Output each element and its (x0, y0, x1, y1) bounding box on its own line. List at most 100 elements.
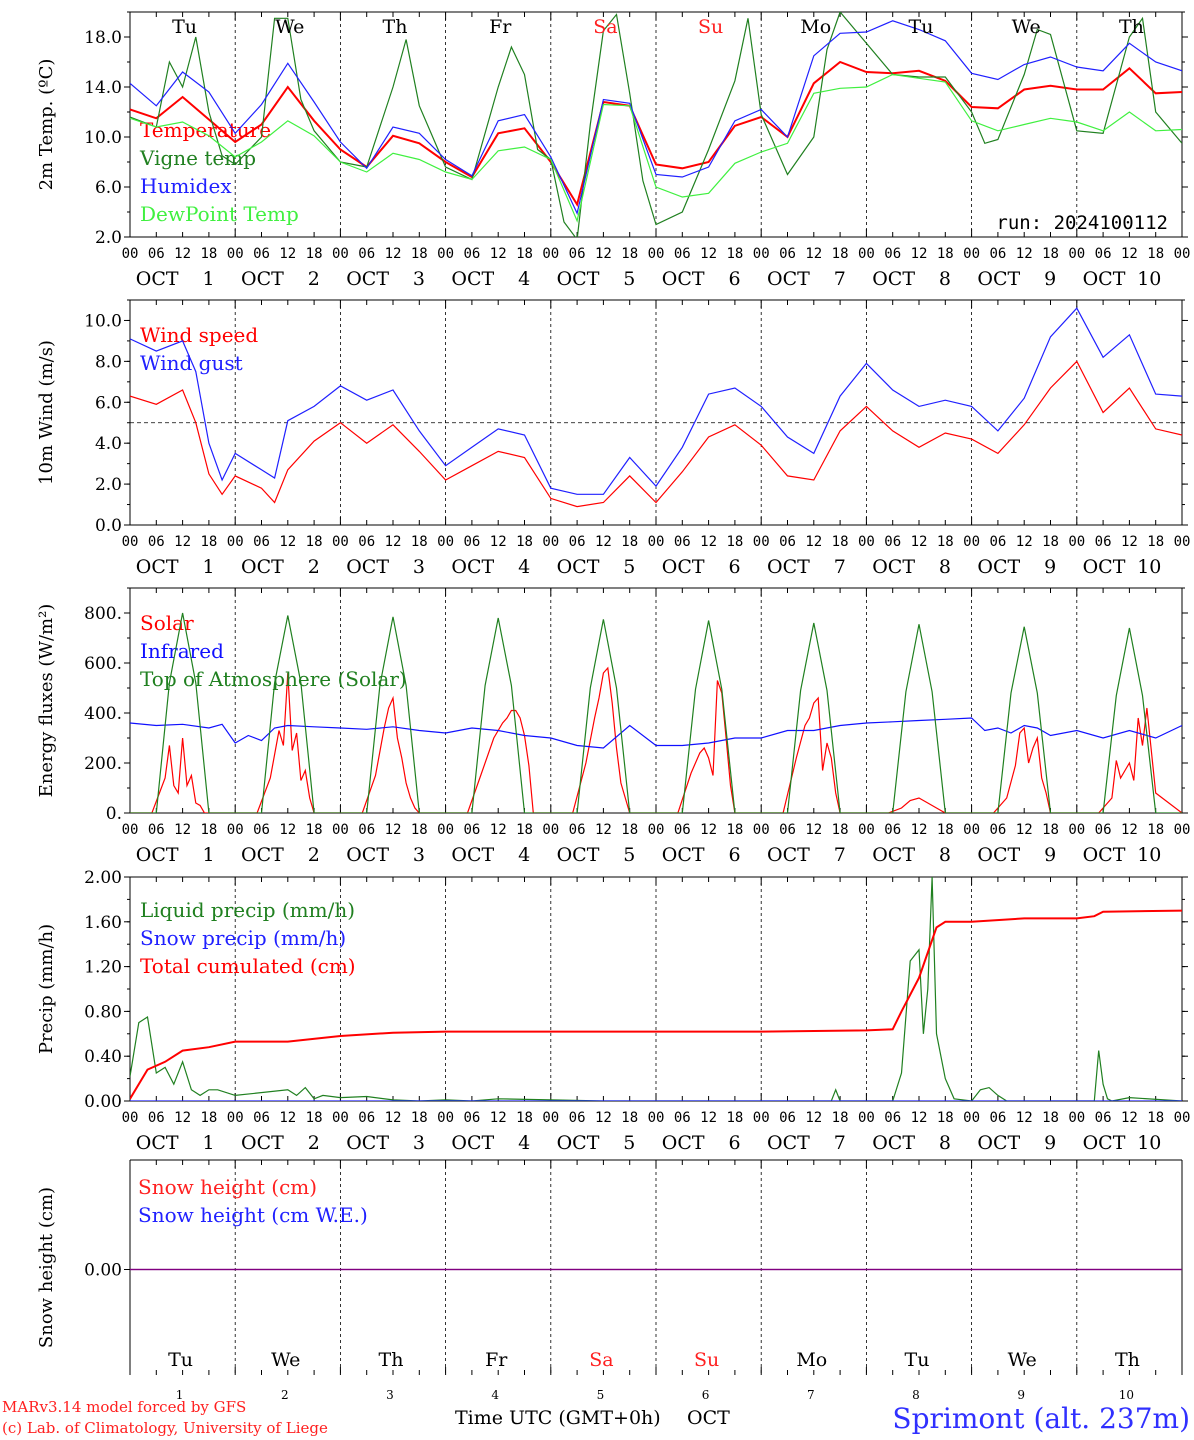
date-month-label: OCT (557, 1132, 600, 1154)
y-tick-label: 0.80 (84, 1002, 122, 1022)
weekday-label-top: We (1012, 16, 1041, 38)
hour-tick-label: 18 (306, 246, 323, 262)
hour-tick-label: 06 (569, 1110, 586, 1126)
date-month-label: OCT (662, 556, 705, 578)
hour-tick-label: 00 (858, 822, 875, 838)
hour-tick-label: 06 (779, 534, 796, 550)
hour-tick-label: 00 (227, 1110, 244, 1126)
legend-liquid-precip-mm-h-: Liquid precip (mm/h) (140, 898, 355, 922)
hour-tick-label: 18 (1147, 534, 1164, 550)
day-number-label: 7 (807, 1388, 815, 1402)
hour-tick-label: 18 (411, 246, 428, 262)
weekday-label-top: Tu (909, 16, 934, 38)
date-month-label: OCT (1083, 556, 1126, 578)
date-day-label: 7 (834, 844, 846, 866)
legend-total-cumulated-cm-: Total cumulated (cm) (140, 954, 356, 978)
hour-tick-label: 06 (148, 822, 165, 838)
weekday-label-top: Mo (800, 16, 831, 38)
hour-tick-label: 18 (1147, 822, 1164, 838)
hour-tick-label: 06 (1095, 246, 1112, 262)
hour-tick-label: 00 (1174, 822, 1191, 838)
date-month-label: OCT (451, 1132, 494, 1154)
hour-tick-label: 06 (1095, 534, 1112, 550)
hour-tick-label: 06 (253, 1110, 270, 1126)
hour-tick-label: 18 (1147, 246, 1164, 262)
hour-tick-label: 18 (306, 1110, 323, 1126)
date-day-label: 2 (308, 268, 320, 290)
hour-tick-label: 00 (1174, 534, 1191, 550)
hour-tick-label: 18 (621, 822, 638, 838)
legend-snow-height-cm-w-e-: Snow height (cm W.E.) (138, 1203, 368, 1227)
hour-tick-label: 06 (884, 822, 901, 838)
hour-tick-label: 06 (674, 1110, 691, 1126)
station-name: Sprimont (alt. 237m) (892, 1402, 1190, 1435)
hour-tick-label: 18 (832, 246, 849, 262)
hour-tick-label: 00 (1068, 1110, 1085, 1126)
hour-tick-label: 00 (963, 534, 980, 550)
series-line-total-cumulated-cm- (130, 909, 1182, 1100)
hour-tick-label: 18 (621, 1110, 638, 1126)
hour-tick-label: 18 (200, 1110, 217, 1126)
hour-tick-label: 00 (332, 822, 349, 838)
hour-tick-label: 00 (437, 822, 454, 838)
date-month-label: OCT (662, 844, 705, 866)
panel-frame (129, 587, 1183, 814)
weekday-label-top: Th (1119, 16, 1144, 38)
hour-tick-label: 18 (516, 822, 533, 838)
hour-tick-label: 18 (937, 534, 954, 550)
weekday-label-bottom: Su (694, 1349, 719, 1371)
hour-tick-label: 00 (648, 822, 665, 838)
hour-tick-label: 06 (1095, 822, 1112, 838)
series-line-humidex (130, 20, 1182, 216)
hour-tick-label: 12 (700, 534, 717, 550)
hour-tick-label: 06 (674, 534, 691, 550)
date-day-label: 10 (1137, 556, 1161, 578)
date-day-label: 2 (308, 844, 320, 866)
hour-tick-label: 12 (385, 1110, 402, 1126)
y-tick-label: 10.0 (84, 128, 122, 148)
legend-infrared: Infrared (140, 639, 224, 663)
hour-tick-label: 12 (1016, 534, 1033, 550)
hour-tick-label: 12 (805, 534, 822, 550)
hour-tick-label: 18 (832, 1110, 849, 1126)
hour-tick-label: 06 (253, 822, 270, 838)
hour-tick-label: 00 (332, 246, 349, 262)
hour-tick-label: 00 (648, 246, 665, 262)
run-label: run: 2024100112 (996, 212, 1168, 234)
hour-tick-label: 00 (227, 822, 244, 838)
date-month-label: OCT (872, 844, 915, 866)
weekday-label-top: Fr (489, 16, 512, 38)
hour-tick-label: 18 (411, 822, 428, 838)
hour-tick-label: 12 (700, 822, 717, 838)
hour-tick-label: 18 (621, 246, 638, 262)
date-day-label: 6 (729, 844, 741, 866)
series-line-solar (130, 666, 1182, 813)
date-day-label: 6 (729, 556, 741, 578)
y-tick-label: 1.20 (84, 958, 122, 978)
weekday-label-bottom: Tu (168, 1349, 193, 1371)
date-month-label: OCT (767, 556, 810, 578)
hour-tick-label: 18 (411, 534, 428, 550)
day-number-label: 1 (176, 1388, 184, 1402)
hour-tick-label: 00 (332, 534, 349, 550)
y-tick-label: 2.0 (95, 228, 122, 248)
series-line-top-of-atmosphere-solar- (130, 612, 1182, 813)
date-day-label: 9 (1044, 556, 1056, 578)
date-day-label: 2 (308, 1132, 320, 1154)
date-day-label: 4 (518, 1132, 530, 1154)
hour-tick-label: 06 (779, 246, 796, 262)
legend-dewpoint-temp: DewPoint Temp (140, 202, 299, 226)
date-day-label: 4 (518, 844, 530, 866)
hour-tick-label: 00 (332, 1110, 349, 1126)
date-day-label: 8 (939, 844, 951, 866)
date-day-label: 3 (413, 1132, 425, 1154)
hour-tick-label: 00 (542, 246, 559, 262)
hour-tick-label: 12 (385, 534, 402, 550)
date-month-label: OCT (1083, 844, 1126, 866)
date-day-label: 10 (1137, 1132, 1161, 1154)
date-day-label: 9 (1044, 268, 1056, 290)
hour-tick-label: 06 (1095, 1110, 1112, 1126)
date-month-label: OCT (346, 844, 389, 866)
series-line-vigne-temp (130, 12, 1182, 237)
hour-tick-label: 12 (700, 246, 717, 262)
